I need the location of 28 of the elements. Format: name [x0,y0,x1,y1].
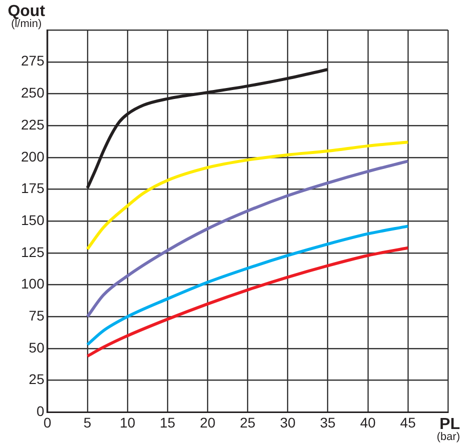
y-tick-label: 150 [21,212,45,228]
x-tick-label: 30 [280,414,296,430]
x-tick-label: 25 [240,414,256,430]
x-tick-label: 20 [200,414,216,430]
line-series [86,160,410,318]
y-tick-label: 100 [21,276,45,292]
x-tick-label: 10 [120,414,136,430]
y-tick-label: 0 [36,403,45,420]
y-tick-label: 125 [21,244,45,260]
line-series [86,246,410,358]
x-axis-title: PL (bar) [436,416,460,444]
y-tick-label: 25 [28,371,45,388]
x-tick-label: 5 [84,414,92,430]
y-axis-title: Qout (l/min) [8,3,46,30]
y-tick-label: 175 [21,180,45,196]
x-tick-label: 15 [160,414,176,430]
line-series [86,224,410,346]
y-tick-label: 50 [28,339,45,356]
y-tick-label: 75 [28,308,45,324]
y-tick-label: 275 [21,52,45,69]
y-tick-label: 250 [21,84,45,101]
line-series [86,140,410,251]
y-tick-label: 225 [21,116,45,132]
x-tick-label: 45 [400,414,416,430]
line-series [86,68,330,190]
x-tick-label: 35 [320,414,336,430]
y-tick-label: 200 [21,148,45,164]
x-tick-label: 40 [360,414,376,430]
